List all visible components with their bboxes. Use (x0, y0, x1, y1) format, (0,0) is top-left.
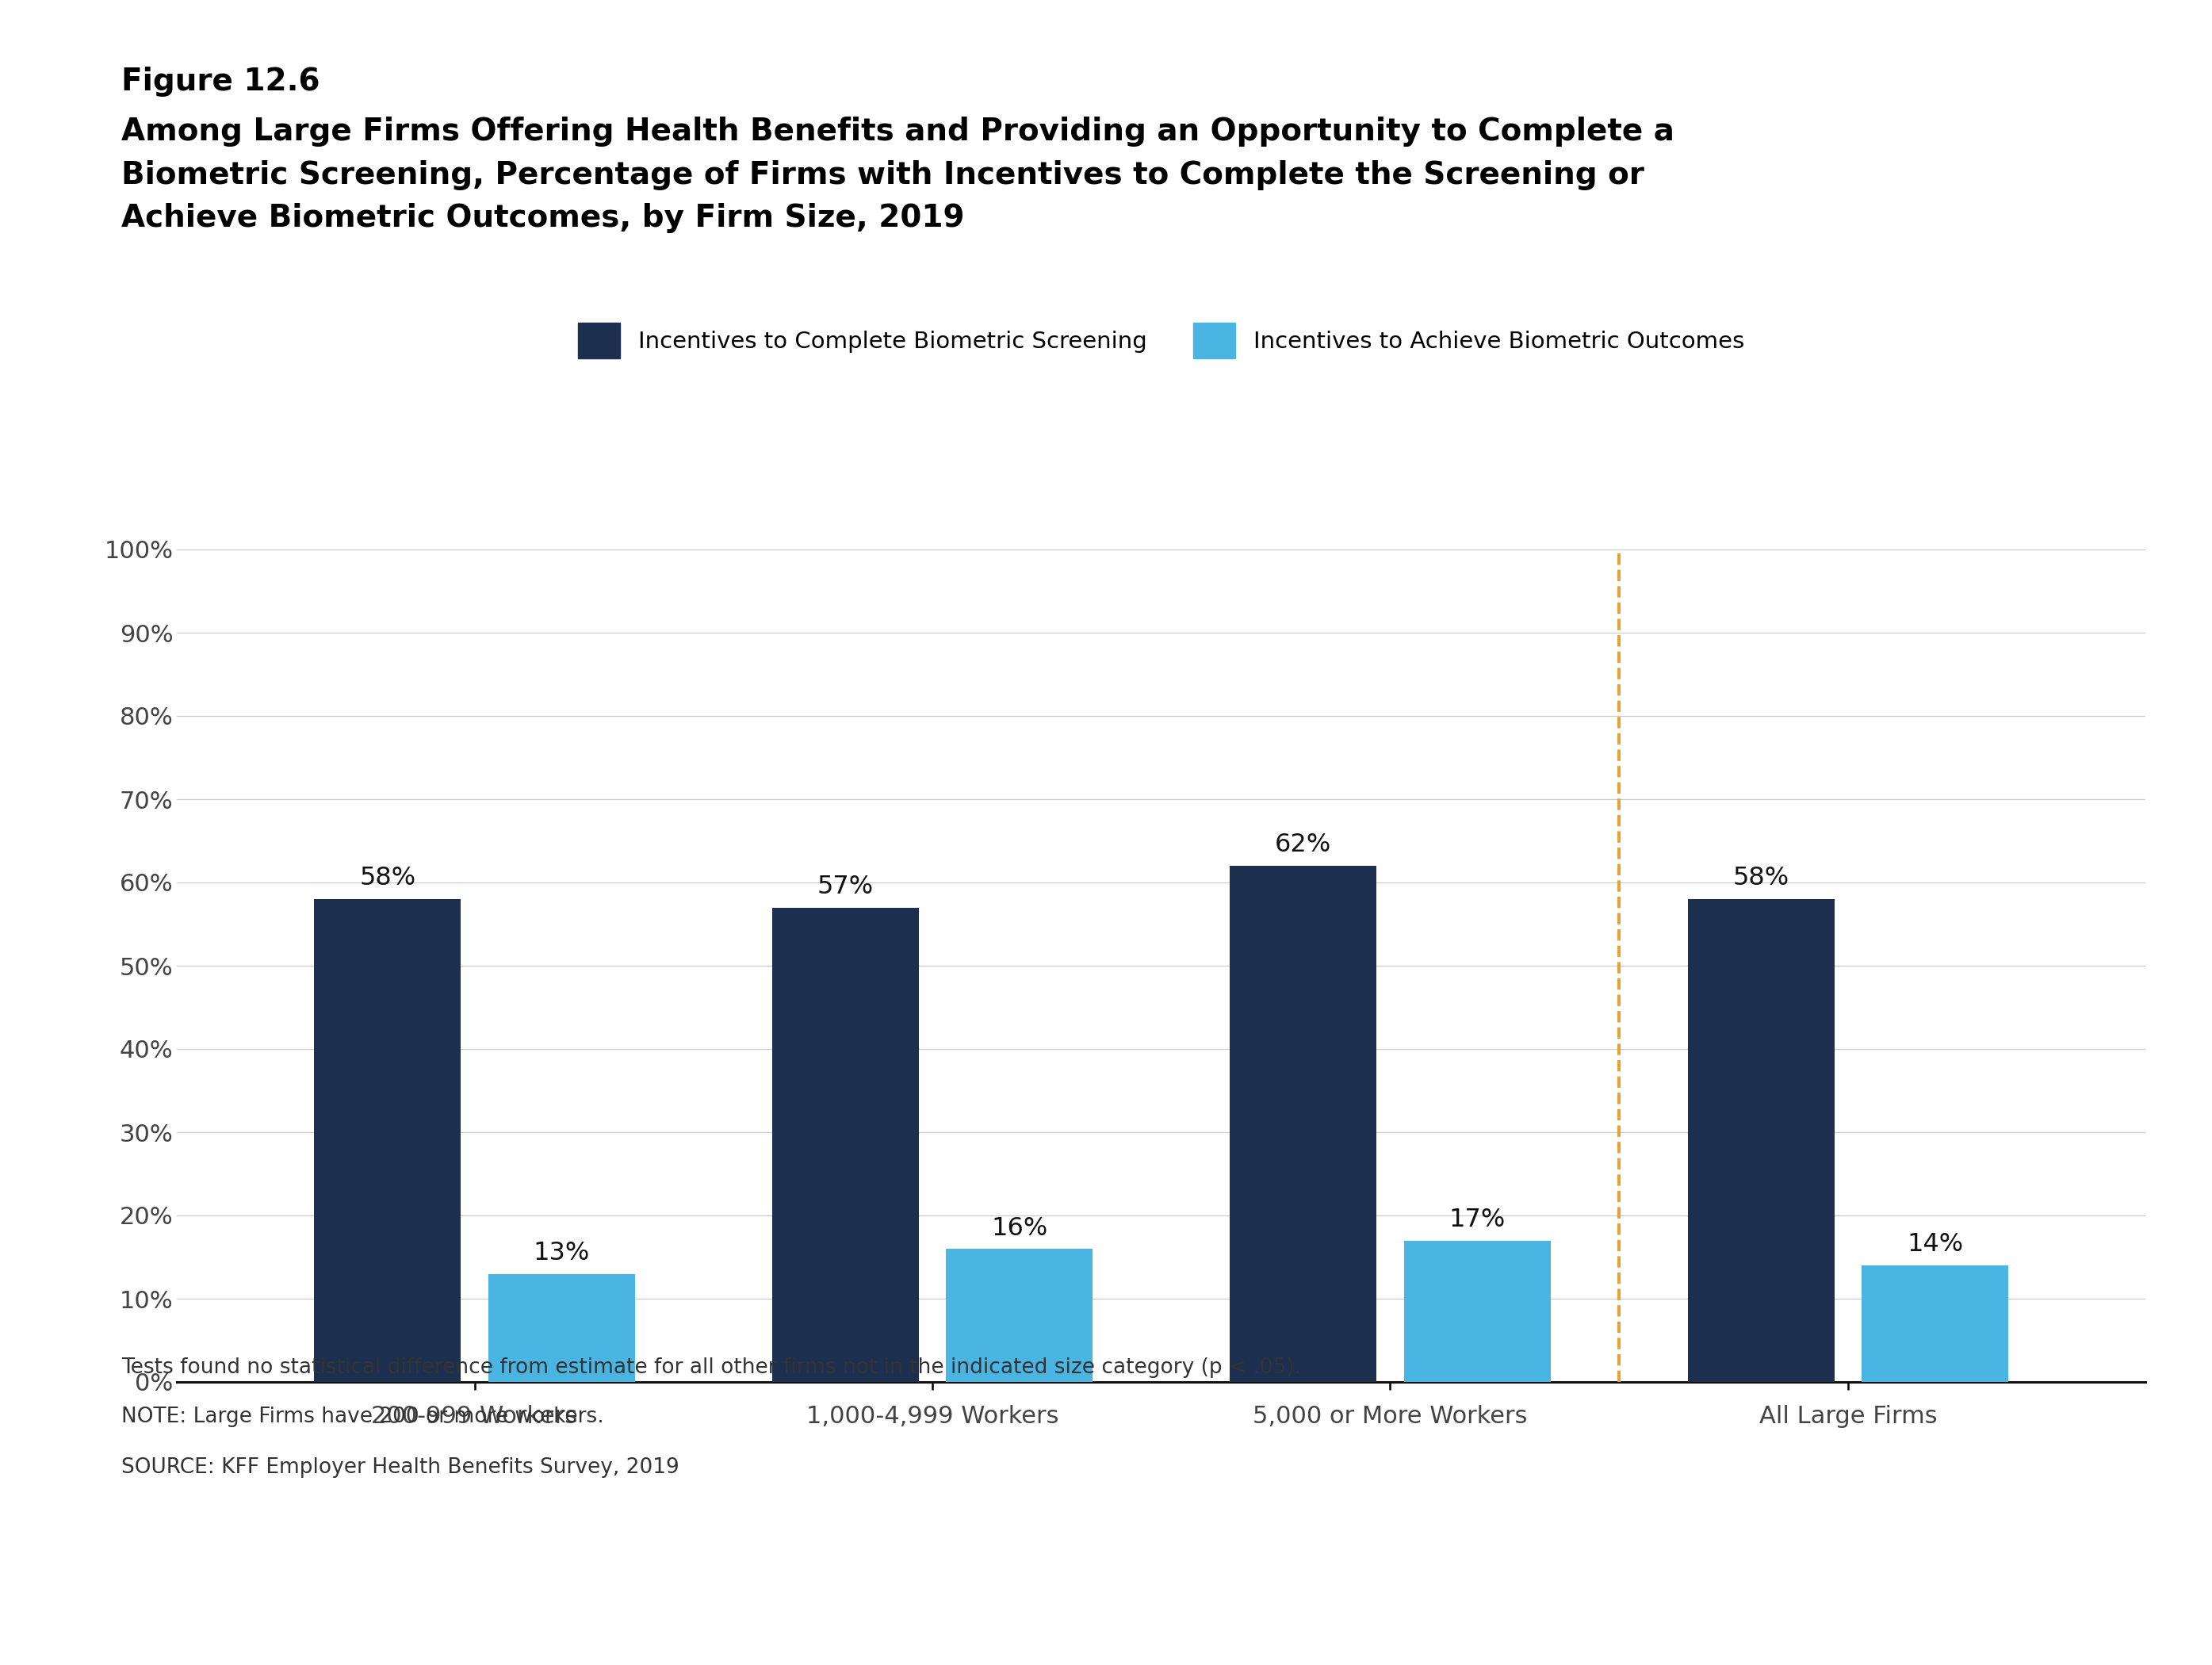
Bar (1405, 1240, 1551, 1382)
Bar (947, 1249, 1093, 1382)
Text: 14%: 14% (1907, 1232, 1964, 1257)
Bar (1688, 899, 1834, 1382)
Text: Among Large Firms Offering Health Benefits and Providing an Opportunity to Compl: Among Large Firms Offering Health Benefi… (122, 117, 1674, 233)
Text: 17%: 17% (1449, 1207, 1506, 1232)
Text: 13%: 13% (533, 1240, 591, 1265)
Bar (489, 1274, 635, 1382)
Text: 16%: 16% (991, 1215, 1048, 1240)
Bar (1863, 1265, 2008, 1382)
Bar (1230, 866, 1376, 1382)
Bar (314, 899, 460, 1382)
Text: 58%: 58% (358, 866, 416, 891)
Text: Tests found no statistical difference from estimate for all other firms not in t: Tests found no statistical difference fr… (122, 1357, 1301, 1377)
Text: 58%: 58% (1732, 866, 1790, 891)
Text: 57%: 57% (816, 874, 874, 899)
Bar (772, 907, 918, 1382)
Text: SOURCE: KFF Employer Health Benefits Survey, 2019: SOURCE: KFF Employer Health Benefits Sur… (122, 1457, 679, 1477)
Text: NOTE: Large Firms have 200 or more workers.: NOTE: Large Firms have 200 or more worke… (122, 1407, 604, 1427)
Text: Figure 12.6: Figure 12.6 (122, 67, 321, 97)
Text: 62%: 62% (1274, 832, 1332, 857)
Legend: Incentives to Complete Biometric Screening, Incentives to Achieve Biometric Outc: Incentives to Complete Biometric Screeni… (566, 311, 1756, 370)
